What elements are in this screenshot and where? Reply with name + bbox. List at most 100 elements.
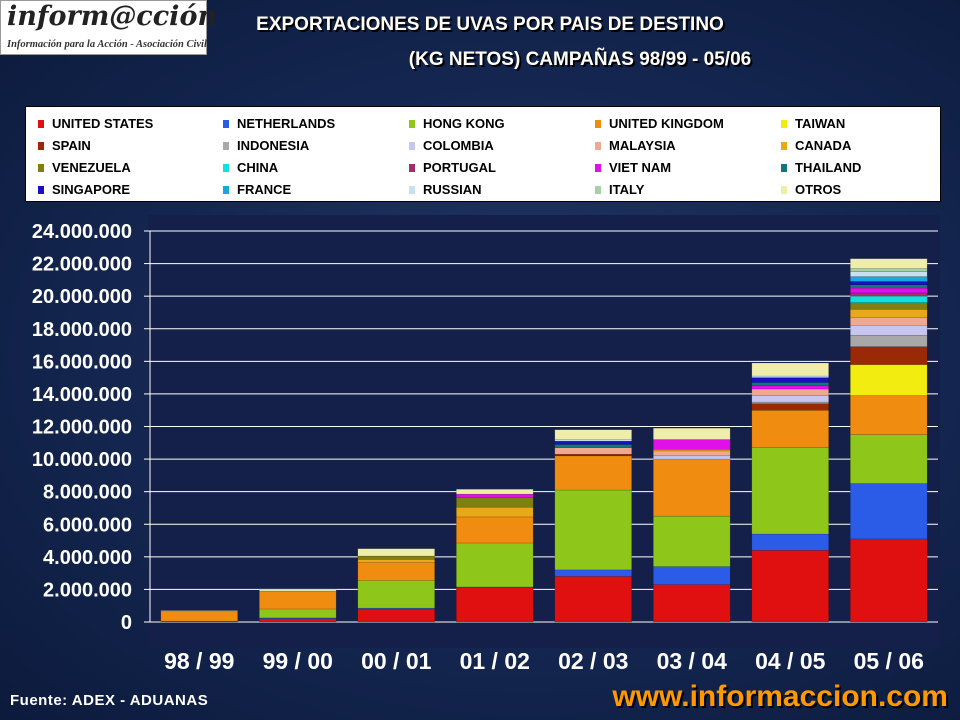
y-tick-label: 0: [121, 612, 132, 634]
legend-swatch: [223, 186, 229, 194]
legend-swatch: [38, 142, 44, 150]
x-tick-label: 04 / 05: [755, 648, 826, 674]
bar-segment: [850, 308, 928, 318]
bar-segment: [554, 447, 632, 455]
legend-label: SINGAPORE: [52, 182, 131, 197]
legend-swatch: [38, 186, 44, 194]
bar-segment: [259, 618, 337, 623]
chart-title-line1: EXPORTACIONES DE UVAS POR PAIS DE DESTIN…: [256, 14, 724, 35]
bar-segment: [850, 271, 928, 277]
bar-segment: [653, 439, 731, 450]
x-tick-label: 98 / 99: [164, 648, 234, 674]
legend-swatch: [781, 186, 787, 194]
bar-segment: [554, 569, 632, 577]
chart-title-line2: (KG NETOS) CAMPAÑAS 98/99 - 05/06: [408, 49, 752, 70]
legend-label: VENEZUELA: [52, 160, 131, 175]
bar-segment: [554, 455, 632, 491]
bar-segment: [850, 276, 928, 282]
bar-segment: [456, 516, 534, 544]
bar-segment: [751, 388, 829, 396]
legend-label: HONG KONG: [423, 116, 505, 131]
legend-label: TAIWAN: [795, 116, 846, 131]
bar-segment: [653, 515, 731, 567]
website-url[interactable]: www.informaccion.com: [612, 680, 948, 713]
bar-segment: [554, 440, 632, 445]
bar-segment: [554, 429, 632, 440]
legend-swatch: [595, 142, 601, 150]
bar-segment: [850, 335, 928, 347]
legend-label: ITALY: [609, 182, 645, 197]
bar-segment: [653, 584, 731, 623]
x-tick-label: 02 / 03: [558, 648, 628, 674]
bar-segment: [456, 497, 534, 508]
logo-brand: inform@cción: [7, 1, 218, 32]
bar-segment: [850, 364, 928, 396]
bar-segment: [456, 493, 534, 498]
bar-segment: [751, 362, 829, 377]
legend-swatch: [781, 164, 787, 172]
legend-label: THAILAND: [795, 160, 862, 175]
bar-segment: [850, 395, 928, 435]
bar-segment: [259, 590, 337, 610]
bar-segment: [751, 403, 829, 411]
legend-swatch: [409, 120, 415, 128]
bar-segment: [160, 611, 238, 622]
legend-label: OTROS: [795, 182, 842, 197]
legend-label: MALAYSIA: [609, 138, 676, 153]
legend-label: SPAIN: [52, 138, 91, 153]
bar-segment: [850, 292, 928, 297]
bar-segment: [259, 608, 337, 619]
legend-swatch: [595, 164, 601, 172]
legend-label: PORTUGAL: [423, 160, 496, 175]
bar-segment: [751, 385, 829, 390]
bar-segment: [653, 450, 731, 457]
bar-segment: [850, 302, 928, 310]
bar-segment: [357, 559, 435, 563]
bar-segment: [456, 542, 534, 588]
x-tick-label: 99 / 00: [263, 648, 333, 674]
x-tick-label: 03 / 04: [657, 648, 728, 674]
legend-label: NETHERLANDS: [237, 116, 336, 131]
bar-segment: [751, 550, 829, 623]
y-tick-label: 10.000.000: [32, 449, 132, 471]
legend-label: CHINA: [237, 160, 279, 175]
bar-segment: [160, 610, 238, 612]
legend-swatch: [409, 164, 415, 172]
bar-segment: [850, 258, 928, 269]
chart-legend: UNITED STATES NETHERLANDS HONG KONG UNITED …: [25, 106, 941, 202]
bar-segment: [751, 447, 829, 535]
bar-segment: [653, 566, 731, 585]
bar-segment: [850, 268, 928, 272]
y-tick-label: 20.000.000: [32, 286, 132, 308]
bar-segment: [850, 346, 928, 365]
bar-segment: [456, 506, 534, 518]
legend-swatch: [595, 186, 601, 194]
bar-segment: [850, 281, 928, 286]
y-tick-label: 18.000.000: [32, 319, 132, 341]
bar-segment: [751, 377, 829, 383]
bar-segment: [653, 458, 731, 517]
bar-segment: [456, 587, 534, 623]
bar-segment: [456, 488, 534, 495]
logo-tagline: Información para la Acción - Asociación …: [7, 39, 207, 50]
legend-swatch: [409, 186, 415, 194]
legend-swatch: [781, 142, 787, 150]
legend-label: VIET NAM: [609, 160, 672, 175]
y-tick-label: 14.000.000: [32, 384, 132, 406]
bar-segment: [850, 287, 928, 294]
bar-segment: [850, 317, 928, 326]
bar-segment: [850, 295, 928, 303]
legend-swatch: [223, 120, 229, 128]
bar-segment: [751, 409, 829, 448]
y-tick-label: 12.000.000: [32, 417, 132, 439]
bar-segment: [357, 608, 435, 623]
bar-segment: [850, 284, 928, 289]
bar-segment: [554, 444, 632, 448]
bar-segment: [357, 555, 435, 560]
bar-segment: [850, 538, 928, 623]
legend-swatch: [595, 120, 601, 128]
x-tick-label: 01 / 02: [460, 648, 530, 674]
bar-segment: [850, 434, 928, 484]
y-tick-label: 4.000.000: [43, 547, 132, 569]
